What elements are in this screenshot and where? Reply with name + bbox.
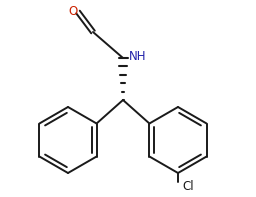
Text: O: O: [68, 5, 78, 18]
Text: NH: NH: [129, 49, 146, 62]
Text: Cl: Cl: [182, 180, 194, 193]
